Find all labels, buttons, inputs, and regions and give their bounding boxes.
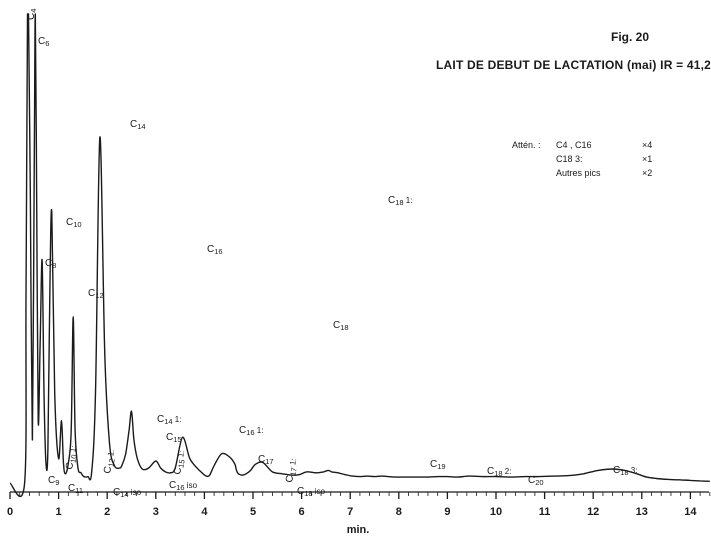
x-tick-label: 11 xyxy=(539,506,551,518)
x-axis: 0 1 2 3 4 5 6 7 8 9 10 11 12 13 14 xyxy=(7,491,711,518)
attenuation-factor: ×4 xyxy=(642,140,653,150)
peak-label: C12 xyxy=(88,288,104,300)
series-layer xyxy=(9,13,710,497)
x-tick-label: 14 xyxy=(684,506,697,518)
peak-label: C17 1: xyxy=(284,457,300,483)
peak-label: C12 1: xyxy=(102,448,118,474)
peak-label: C18 3: xyxy=(613,465,637,477)
peak-label: C15 xyxy=(166,432,182,444)
peak-label: C18 1: xyxy=(388,195,412,207)
peak-label: C15 1: xyxy=(172,449,188,475)
peak-label: C9 xyxy=(48,475,59,487)
peak-label: C8 xyxy=(45,258,56,270)
attenuation-label: C4 , C16 xyxy=(556,140,592,150)
peak-label: C16 1: xyxy=(239,425,263,437)
x-tick-label: 5 xyxy=(250,506,256,518)
attenuation-row: C18 3: ×1 xyxy=(512,152,652,166)
x-tick-label: 7 xyxy=(347,506,353,518)
x-tick-label: 12 xyxy=(587,506,599,518)
peak-labels: C4 C6 C8 C9 C10 C11 C10 1: C12 C12 1: C14 iso C14 C… xyxy=(26,9,637,499)
peak-label: C14 iso xyxy=(113,487,142,499)
peak-label: C14 1: xyxy=(157,414,181,426)
x-tick-label: 6 xyxy=(299,506,305,518)
peak-label: C20 xyxy=(528,475,544,487)
attenuation-factor: ×1 xyxy=(642,154,653,164)
x-tick-label: 8 xyxy=(396,506,402,518)
peak-label: C10 xyxy=(66,217,82,229)
attenuation-heading: Attén. : xyxy=(512,140,541,150)
attenuation-legend: Attén. : C4 , C16 ×4 C18 3: ×1 Autres pi… xyxy=(512,138,652,180)
peak-label: C14 xyxy=(130,119,146,131)
attenuation-factor: ×2 xyxy=(642,168,653,178)
attenuation-label: Autres pics xyxy=(556,168,601,178)
chromatogram-trace xyxy=(9,13,710,497)
peak-label: C18 iso xyxy=(297,486,326,498)
peak-label: C10 1: xyxy=(64,444,80,470)
x-tick-label: 9 xyxy=(444,506,450,518)
peak-label: C19 xyxy=(430,459,446,471)
peak-label: C16 iso xyxy=(169,480,198,492)
figure-number: Fig. 20 xyxy=(610,30,649,44)
attenuation-label: C18 3: xyxy=(556,154,583,164)
x-tick-label: 3 xyxy=(153,506,159,518)
x-tick-label: 0 xyxy=(7,506,13,518)
x-tick-label: 2 xyxy=(104,506,110,518)
chart-title: LAIT DE DEBUT DE LACTATION (mai) IR = 41… xyxy=(436,58,711,72)
peak-label: C18 2: xyxy=(487,466,511,478)
peak-label: C17 xyxy=(258,454,274,466)
peak-label: C16 xyxy=(207,244,223,256)
attenuation-row: Autres pics ×2 xyxy=(512,166,652,180)
attenuation-row: Attén. : C4 , C16 ×4 xyxy=(512,138,652,152)
x-tick-label: 4 xyxy=(201,506,208,518)
peak-label: C6 xyxy=(38,36,49,48)
x-tick-label: 13 xyxy=(636,506,648,518)
x-tick-label: 1 xyxy=(56,506,62,518)
peak-label: C11 xyxy=(68,483,83,495)
peak-label: C4 xyxy=(26,9,38,20)
x-tick-label: 10 xyxy=(490,506,502,518)
peak-label: C18 xyxy=(333,320,349,332)
x-axis-label: min. xyxy=(347,524,370,536)
